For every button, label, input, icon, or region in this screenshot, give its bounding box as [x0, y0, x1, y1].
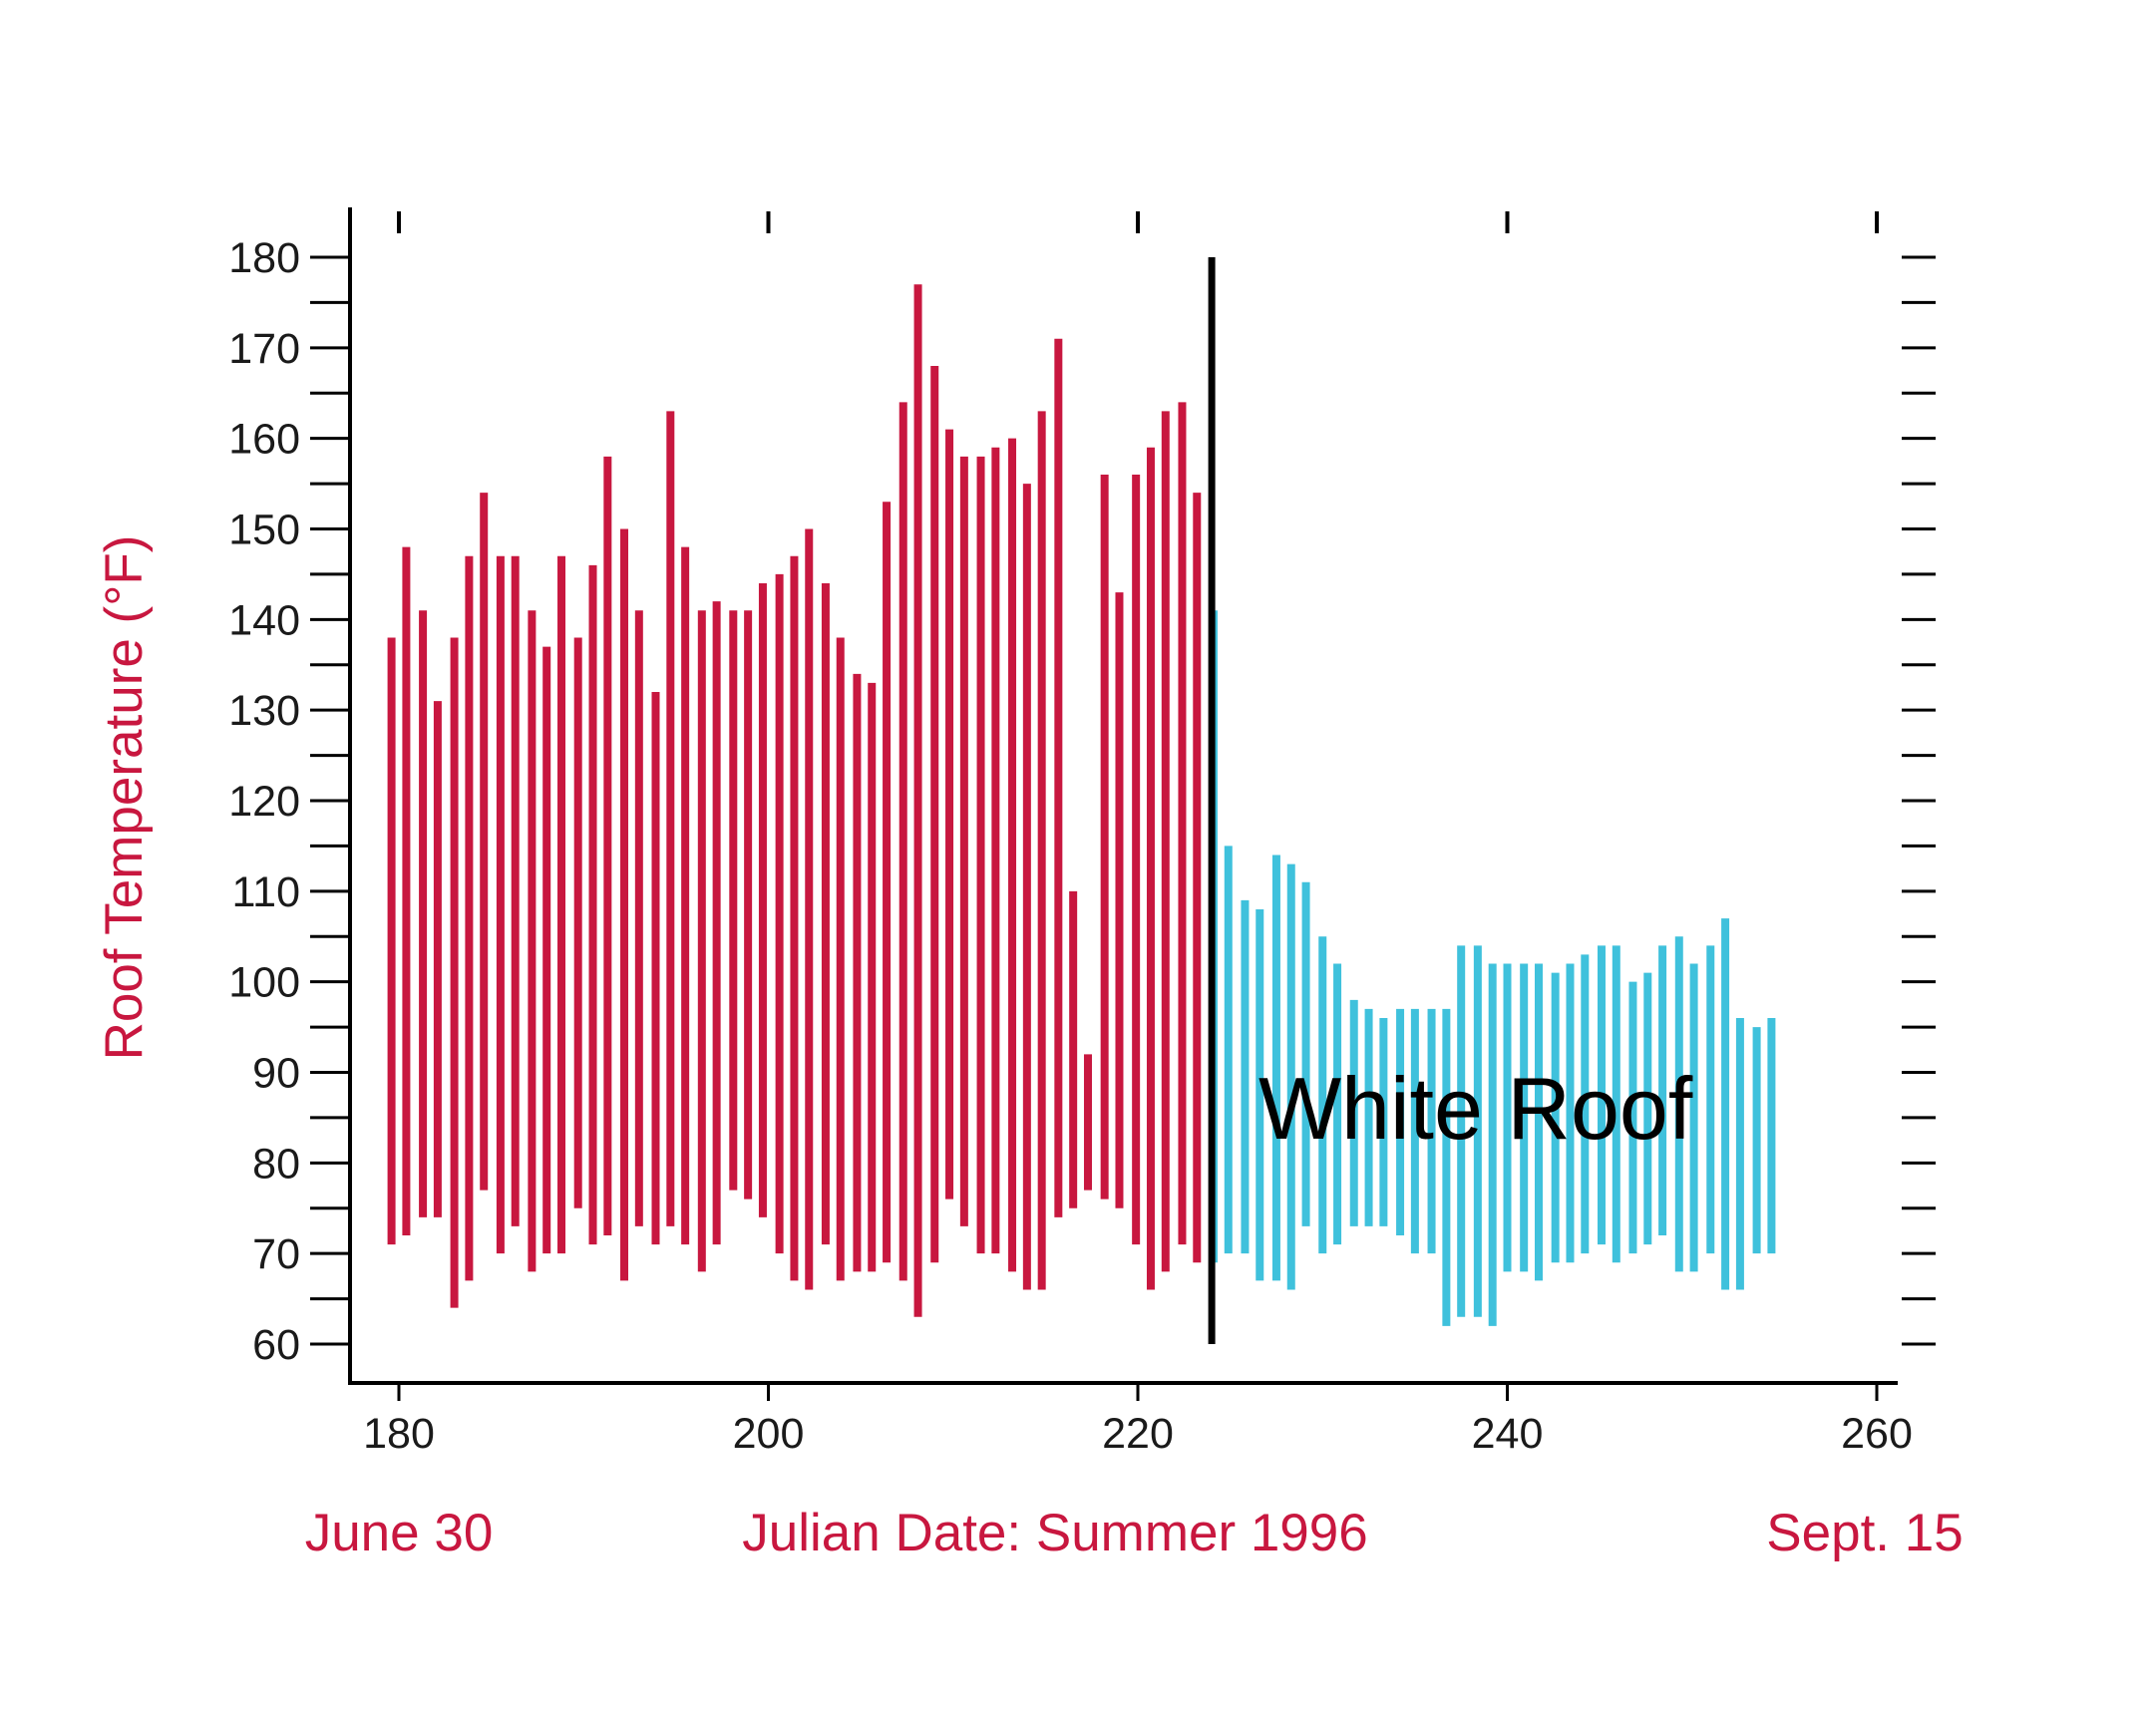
y-tick-label: 120 [228, 778, 300, 826]
x-tick-label: 220 [1102, 1410, 1174, 1458]
x-end-date-label: Sept. 15 [1766, 1504, 1963, 1562]
y-tick-label: 140 [228, 596, 300, 644]
x-tick-label: 260 [1841, 1410, 1913, 1458]
x-tick-label: 180 [363, 1410, 435, 1458]
y-tick-label: 160 [228, 416, 300, 464]
x-tick-label: 240 [1472, 1410, 1544, 1458]
x-tick-label: 200 [733, 1410, 805, 1458]
axis-frame [348, 207, 1898, 1385]
y-tick-label: 170 [228, 325, 300, 373]
x-start-date-label: June 30 [305, 1504, 494, 1562]
x-axis-ticks: 180 200 220 240 260 [363, 211, 1913, 1458]
y-tick-label: 70 [252, 1230, 300, 1278]
y-tick-label: 180 [228, 234, 300, 282]
white-roof-annotation: White Roof [1258, 1059, 1693, 1158]
y-tick-label: 100 [228, 959, 300, 1007]
y-tick-label: 60 [252, 1321, 300, 1369]
y-tick-label: 110 [231, 868, 300, 916]
y-axis-ticks: 60 70 80 90 100 110 120 130 140 150 160 170 180 [228, 234, 1936, 1369]
y-tick-label: 90 [252, 1050, 300, 1098]
y-tick-label: 80 [252, 1140, 300, 1188]
x-axis-title: Julian Date: Summer 1996 [742, 1504, 1368, 1562]
y-tick-label: 130 [228, 687, 300, 735]
temperature-range-bars [387, 284, 1776, 1326]
y-tick-label: 150 [228, 507, 300, 554]
y-axis-title: Roof Temperature (°F) [95, 535, 154, 1061]
